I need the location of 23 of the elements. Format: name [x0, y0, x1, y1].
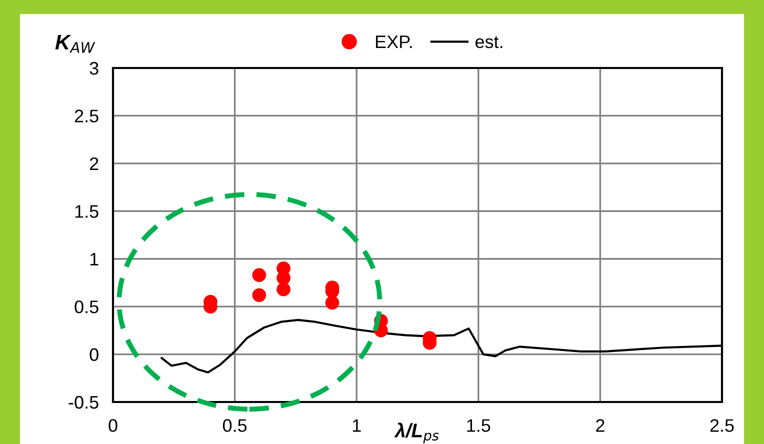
y-tick-label: 3 — [90, 62, 98, 75]
x-tick-label: 2 — [596, 419, 604, 432]
point — [252, 288, 266, 302]
point — [252, 268, 266, 282]
y-tick-label: -0.5 — [68, 396, 98, 409]
x-tick-label: 1.5 — [467, 419, 490, 432]
x-tick-label: 0 — [108, 419, 118, 432]
y-tick-label: 1.5 — [75, 205, 98, 218]
y-tick-label: 0 — [90, 348, 98, 362]
point — [325, 296, 340, 310]
x-axis-title: λ/L$_{ps}$ — [394, 422, 439, 444]
legend-label: est. — [475, 36, 502, 48]
y-tick-label: 0.5 — [74, 300, 98, 314]
legend-label: EXP. — [376, 36, 412, 48]
y-axis-title: K$_{AW}$ — [55, 35, 96, 53]
y-tick-label: 2 — [90, 157, 98, 170]
point — [276, 271, 290, 285]
x-tick-label: 2.5 — [710, 419, 734, 432]
y-tick-label: 1 — [90, 252, 98, 266]
x-tick-label: 0.5 — [222, 419, 247, 432]
y-tick-label: 2.5 — [74, 110, 98, 122]
x-tick-label: 1 — [352, 419, 361, 432]
point — [276, 282, 290, 296]
